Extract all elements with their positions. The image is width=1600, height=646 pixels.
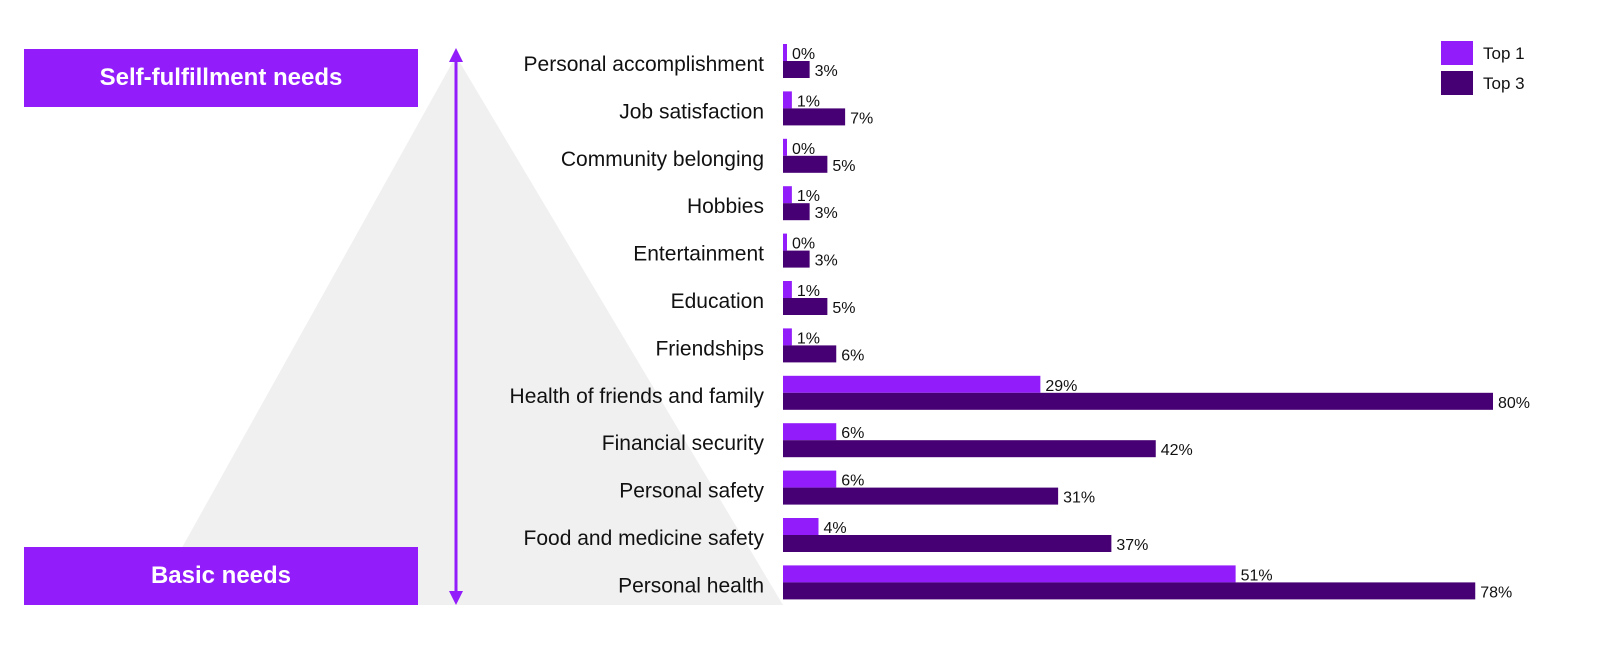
- basic-needs-label: Basic needs: [150, 562, 292, 589]
- needs-arrow-head-down: [449, 591, 463, 605]
- value-label-top-3-friendships: 6%: [841, 347, 864, 364]
- category-label-friendships: Friendships: [655, 337, 764, 360]
- bar-top-3-personal-health: [783, 582, 1476, 600]
- needs-arrow-head-up: [449, 48, 463, 62]
- value-label-top-3-personal-accomplishment: 3%: [815, 63, 838, 80]
- value-label-top-1-health-of-friends-and-family: 29%: [1045, 378, 1077, 395]
- bar-top-1-personal-accomplishment: [783, 44, 787, 61]
- category-label-personal-safety: Personal safety: [619, 480, 764, 503]
- bar-top-3-health-of-friends-and-family: [783, 392, 1493, 410]
- value-label-top-1-friendships: 1%: [797, 330, 820, 347]
- category-label-community-belonging: Community belonging: [561, 148, 764, 171]
- basic-needs-box: Basic needs: [24, 547, 418, 605]
- value-label-top-3-job-satisfaction: 7%: [850, 110, 873, 127]
- value-label-top-3-food-and-medicine-safety: 37%: [1116, 537, 1148, 554]
- self-fulfillment-label: Self-fulfillment needs: [99, 64, 343, 91]
- bar-top-1-health-of-friends-and-family: [783, 375, 1041, 393]
- bar-top-3-friendships: [783, 345, 837, 363]
- legend-swatch-top-3: [1441, 71, 1473, 95]
- bar-top-3-education: [783, 298, 828, 315]
- bar-top-1-entertainment: [783, 233, 787, 251]
- category-label-personal-health: Personal health: [618, 574, 764, 597]
- value-label-top-3-education: 5%: [832, 300, 855, 317]
- value-label-top-3-personal-health: 78%: [1480, 584, 1512, 601]
- value-label-top-1-job-satisfaction: 1%: [797, 93, 820, 110]
- bar-top-1-financial-security: [783, 423, 837, 441]
- bar-top-3-hobbies: [783, 203, 810, 221]
- bar-top-1-food-and-medicine-safety: [783, 518, 819, 535]
- legend-swatch-top-1: [1441, 41, 1473, 65]
- category-label-personal-accomplishment: Personal accomplishment: [524, 53, 765, 76]
- category-label-hobbies: Hobbies: [687, 195, 764, 218]
- bar-top-3-financial-security: [783, 440, 1156, 458]
- bar-top-3-personal-accomplishment: [783, 61, 810, 78]
- legend: Top 1 Top 3: [1441, 41, 1525, 95]
- value-label-top-1-entertainment: 0%: [792, 236, 815, 253]
- bar-top-1-friendships: [783, 328, 792, 346]
- bar-top-3-personal-safety: [783, 487, 1059, 505]
- value-label-top-1-financial-security: 6%: [841, 425, 864, 442]
- value-label-top-1-personal-health: 51%: [1241, 567, 1273, 584]
- value-label-top-1-hobbies: 1%: [797, 188, 820, 205]
- value-label-top-1-personal-accomplishment: 0%: [792, 46, 815, 63]
- legend-label-top-3: Top 3: [1483, 74, 1525, 93]
- bar-top-3-community-belonging: [783, 155, 828, 173]
- category-label-food-and-medicine-safety: Food and medicine safety: [524, 527, 765, 550]
- bar-top-1-personal-health: [783, 565, 1236, 583]
- bar-top-3-job-satisfaction: [783, 108, 846, 126]
- value-label-top-1-food-and-medicine-safety: 4%: [824, 520, 847, 537]
- category-label-entertainment: Entertainment: [633, 243, 764, 266]
- pyramid-triangle: [150, 56, 783, 605]
- bar-top-1-personal-safety: [783, 470, 837, 488]
- value-label-top-3-hobbies: 3%: [815, 205, 838, 222]
- value-label-top-3-community-belonging: 5%: [832, 158, 855, 175]
- needs-arrow: [449, 48, 463, 605]
- bar-group: Personal accomplishment 0%3%Job satisfact…: [510, 44, 1530, 601]
- value-label-top-1-community-belonging: 0%: [792, 141, 815, 158]
- bar-top-1-education: [783, 281, 792, 298]
- bar-top-1-hobbies: [783, 186, 792, 204]
- value-label-top-3-personal-safety: 31%: [1063, 490, 1095, 507]
- category-label-job-satisfaction: Job satisfaction: [619, 100, 764, 123]
- bar-top-1-community-belonging: [783, 138, 787, 156]
- value-label-top-1-education: 1%: [797, 283, 820, 300]
- self-fulfillment-box: Self-fulfillment needs: [24, 49, 418, 107]
- category-label-health-of-friends-and-family: Health of friends and family: [510, 385, 765, 408]
- value-label-top-3-financial-security: 42%: [1161, 442, 1193, 459]
- value-label-top-3-entertainment: 3%: [815, 253, 838, 270]
- bar-top-1-job-satisfaction: [783, 91, 792, 109]
- value-label-top-1-personal-safety: 6%: [841, 473, 864, 490]
- value-label-top-3-health-of-friends-and-family: 80%: [1498, 395, 1530, 412]
- bar-top-3-entertainment: [783, 250, 810, 268]
- legend-label-top-1: Top 1: [1483, 44, 1525, 63]
- category-label-education: Education: [671, 290, 764, 313]
- category-label-financial-security: Financial security: [602, 432, 765, 455]
- bar-top-3-food-and-medicine-safety: [783, 535, 1112, 552]
